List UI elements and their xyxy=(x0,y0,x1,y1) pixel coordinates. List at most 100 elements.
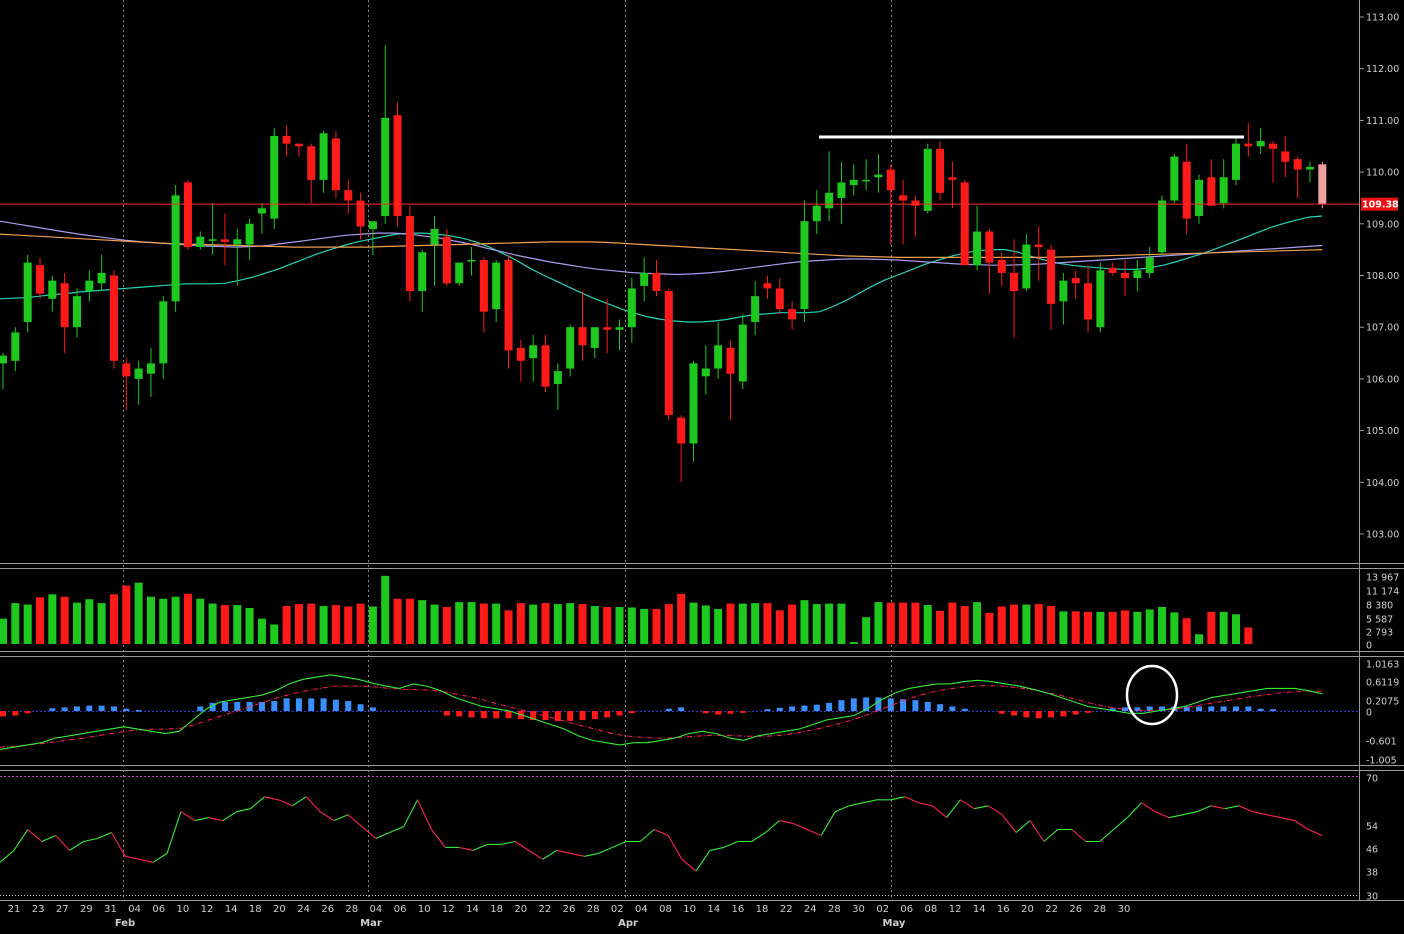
last-price-tag: 109.38 xyxy=(1361,197,1399,211)
rsi-segment xyxy=(389,826,404,834)
last-price-tag-box xyxy=(1361,197,1398,211)
date-tick-label: 18 xyxy=(490,904,503,915)
volume-bar xyxy=(381,575,390,644)
date-tick-label: 26 xyxy=(563,904,576,915)
date-tick-label: 28 xyxy=(345,904,358,915)
macd-histogram-bar xyxy=(1011,711,1018,716)
rsi-segment xyxy=(695,850,711,872)
rsi-segment xyxy=(988,805,1003,816)
macd-histogram-bar xyxy=(1134,707,1141,711)
candle-body xyxy=(1084,283,1093,320)
candle xyxy=(159,296,168,379)
price-tick-label: 104.00 xyxy=(1366,478,1399,489)
date-tick-label: 24 xyxy=(804,904,817,915)
candle-body xyxy=(615,327,624,330)
candle-body xyxy=(825,192,834,209)
rsi-tick-label: 70 xyxy=(1366,774,1378,785)
volume-bar xyxy=(1047,606,1056,644)
macd-histogram-bar xyxy=(567,711,574,721)
date-tick-label: 12 xyxy=(949,904,962,915)
macd-histogram xyxy=(0,697,1276,721)
volume-bar xyxy=(430,604,439,644)
volume-bar xyxy=(849,642,858,644)
macd-histogram-bar xyxy=(1146,706,1153,711)
candle-body xyxy=(1158,200,1167,253)
candle-body xyxy=(1022,244,1031,289)
volume-bar xyxy=(751,603,760,644)
candle xyxy=(578,291,587,361)
candle-body xyxy=(208,239,217,241)
volume-bar xyxy=(886,602,895,644)
macd-histogram-bar xyxy=(123,708,130,711)
candle xyxy=(1232,135,1240,186)
rsi-segment xyxy=(208,817,223,822)
candle xyxy=(85,270,94,302)
candle-body xyxy=(516,347,525,361)
volume-bar xyxy=(1182,618,1191,644)
candle-body xyxy=(479,259,488,312)
macd-histogram-bar xyxy=(887,698,894,711)
candle-body xyxy=(344,190,353,201)
date-tick-label: 27 xyxy=(56,904,69,915)
candle-body xyxy=(689,363,698,444)
candle-body xyxy=(1318,164,1327,205)
candle-body xyxy=(146,363,155,374)
macd-histogram-bar xyxy=(801,705,808,711)
volume-bar xyxy=(701,605,710,644)
volume-bar xyxy=(1121,610,1130,644)
candle-body xyxy=(418,252,427,292)
candle xyxy=(1059,272,1068,325)
candle xyxy=(899,179,908,245)
macd-histogram-bar xyxy=(961,708,968,711)
volume-bar xyxy=(775,610,784,644)
date-tick-label: 20 xyxy=(273,904,286,915)
date-tick-label: 08 xyxy=(925,904,938,915)
candle-body xyxy=(886,169,895,191)
volume-bar xyxy=(442,606,451,644)
volume-bar xyxy=(344,606,353,644)
rsi-segment xyxy=(751,832,766,842)
candle-body xyxy=(1047,249,1056,304)
candle xyxy=(1010,239,1019,338)
candle-body xyxy=(442,236,451,284)
candle xyxy=(874,154,883,193)
rsi-segment xyxy=(459,846,474,851)
date-tick-label: 02 xyxy=(611,904,624,915)
macd-histogram-bar xyxy=(110,706,117,711)
date-tick-label: 31 xyxy=(104,904,117,915)
rsi-segment xyxy=(932,805,947,819)
volume-bar xyxy=(97,603,106,644)
volume-bar xyxy=(862,617,871,644)
candle xyxy=(1034,226,1043,281)
candle-body xyxy=(603,327,612,330)
macd-tick-label: 0 xyxy=(1366,708,1372,719)
price-tick-label: 109.00 xyxy=(1366,219,1399,230)
volume-bar xyxy=(948,602,957,644)
candle-body xyxy=(196,236,205,248)
macd-line xyxy=(0,674,1323,750)
highlight-circle xyxy=(1125,664,1179,726)
volume-bar xyxy=(726,603,735,644)
candle xyxy=(788,301,797,330)
price-tick-label: 103.00 xyxy=(1366,530,1399,541)
rsi-segment xyxy=(1113,817,1128,830)
rsi-segment xyxy=(97,831,112,840)
volume-bar xyxy=(1108,611,1117,644)
date-tick-label: 18 xyxy=(249,904,262,915)
volume-bar xyxy=(183,593,192,644)
rsi-segment xyxy=(918,802,933,807)
volume-bar xyxy=(1145,609,1154,644)
candle-body xyxy=(997,259,1006,273)
candle-body xyxy=(492,262,501,310)
candle xyxy=(1121,259,1130,297)
candle xyxy=(257,203,266,235)
candle xyxy=(1281,135,1290,178)
candle-body xyxy=(738,324,747,382)
volume-bar xyxy=(1022,604,1031,644)
macd-histogram-bar xyxy=(912,700,919,711)
volume-bar xyxy=(812,604,821,644)
month-label: Feb xyxy=(115,918,135,929)
candle-body xyxy=(1256,141,1265,147)
candle xyxy=(1219,159,1228,209)
